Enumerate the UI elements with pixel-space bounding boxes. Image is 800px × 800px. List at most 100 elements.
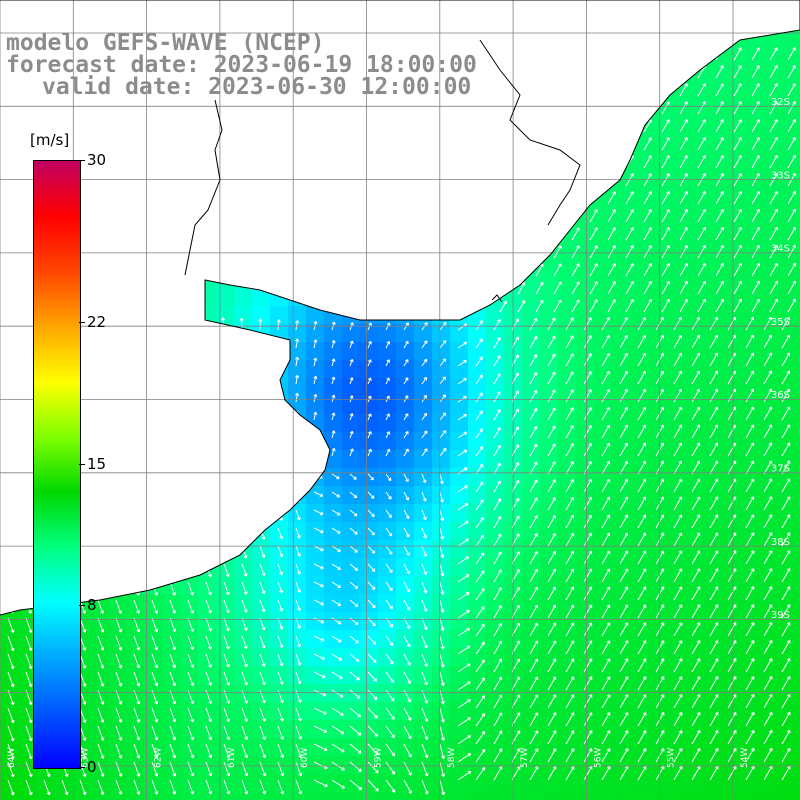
speed-cell — [306, 702, 325, 721]
speed-cell — [756, 54, 775, 73]
wind-arrow — [385, 779, 396, 793]
speed-cell — [522, 558, 541, 577]
wind-arrow — [763, 586, 773, 601]
wind-arrow — [763, 658, 773, 673]
wind-arrow — [385, 563, 393, 573]
speed-cell — [576, 558, 595, 577]
speed-cell — [756, 108, 775, 127]
wind-arrow — [745, 316, 754, 331]
speed-cell — [648, 666, 667, 685]
speed-cell — [360, 450, 379, 469]
colorbar-tick-mark — [79, 321, 85, 323]
wind-arrow — [547, 407, 556, 421]
speed-cell — [522, 774, 541, 793]
wind-arrow — [637, 478, 647, 493]
speed-cell — [756, 774, 775, 793]
wind-arrow — [733, 119, 742, 133]
speed-cell — [792, 180, 800, 199]
wind-arrow — [259, 707, 266, 722]
speed-cell — [774, 684, 793, 703]
speed-cell — [792, 360, 800, 379]
speed-cell — [378, 396, 397, 415]
speed-cell — [360, 576, 379, 595]
wind-arrow — [697, 262, 706, 277]
speed-cell — [612, 432, 631, 451]
speed-cell — [90, 792, 109, 800]
wind-arrow — [313, 509, 324, 516]
wind-arrow — [637, 604, 647, 619]
wind-arrow — [691, 640, 701, 655]
speed-cell — [414, 324, 433, 343]
speed-cell — [738, 216, 757, 235]
wind-arrow — [475, 552, 485, 565]
wind-arrow — [349, 430, 354, 439]
wind-arrow — [277, 653, 284, 667]
speed-cell — [558, 324, 577, 343]
speed-cell — [774, 720, 793, 739]
speed-cell — [684, 792, 703, 800]
wind-arrow — [367, 413, 372, 421]
speed-cell — [792, 540, 800, 559]
wind-arrow — [439, 394, 446, 403]
speed-cell — [702, 576, 721, 595]
speed-cell — [666, 504, 685, 523]
wind-arrow — [349, 413, 354, 421]
wind-arrow — [421, 430, 428, 439]
speed-cell — [306, 540, 325, 559]
wind-arrow — [475, 713, 486, 727]
speed-cell — [306, 576, 325, 595]
wind-arrow — [259, 635, 266, 649]
speed-cell — [252, 288, 271, 307]
wind-arrow — [787, 101, 796, 115]
wind-arrow — [529, 461, 538, 475]
wind-arrow — [439, 599, 445, 613]
wind-arrow — [787, 280, 796, 295]
wind-arrow — [499, 300, 507, 313]
wind-arrow — [565, 317, 574, 331]
speed-cell — [594, 450, 613, 469]
speed-cell — [666, 486, 685, 505]
wind-arrow — [403, 707, 412, 721]
speed-cell — [540, 684, 559, 703]
wind-arrow — [223, 617, 230, 632]
wind-arrow — [745, 640, 755, 655]
wind-arrow — [295, 320, 300, 331]
wind-arrow — [709, 352, 718, 367]
speed-cell — [792, 558, 800, 577]
speed-cell — [468, 342, 487, 361]
wind-arrow — [781, 424, 791, 439]
wind-arrow — [601, 442, 610, 457]
wind-arrow — [439, 447, 447, 457]
wind-arrow — [781, 711, 791, 727]
wind-arrow — [709, 586, 719, 601]
wind-arrow — [565, 640, 575, 655]
wind-arrow — [583, 748, 593, 763]
speed-cell — [450, 396, 469, 415]
wind-arrow — [697, 298, 706, 313]
valid-date: valid date: 2023-06-30 12:00:00 — [42, 74, 472, 100]
wind-arrow — [493, 622, 502, 637]
wind-arrow — [727, 532, 737, 547]
speed-cell — [792, 576, 800, 595]
speed-cell — [342, 378, 361, 397]
wind-arrow — [763, 514, 773, 529]
wind-arrow — [697, 137, 706, 151]
speed-cell — [594, 432, 613, 451]
wind-arrow — [709, 712, 719, 727]
speed-cell — [738, 144, 757, 163]
speed-cell — [414, 342, 433, 361]
wind-arrow — [745, 693, 755, 709]
wind-arrow — [457, 753, 472, 763]
wind-arrow — [583, 532, 593, 547]
wind-arrow — [403, 725, 412, 740]
speed-cell — [558, 558, 577, 577]
wind-arrow — [691, 334, 700, 349]
wind-arrow — [625, 209, 634, 223]
speed-cell — [594, 792, 613, 800]
wind-arrow — [553, 281, 562, 295]
wind-arrow — [421, 743, 429, 759]
speed-cell — [774, 702, 793, 721]
speed-cell — [702, 612, 721, 631]
wind-arrow — [547, 568, 556, 583]
speed-cell — [702, 522, 721, 541]
